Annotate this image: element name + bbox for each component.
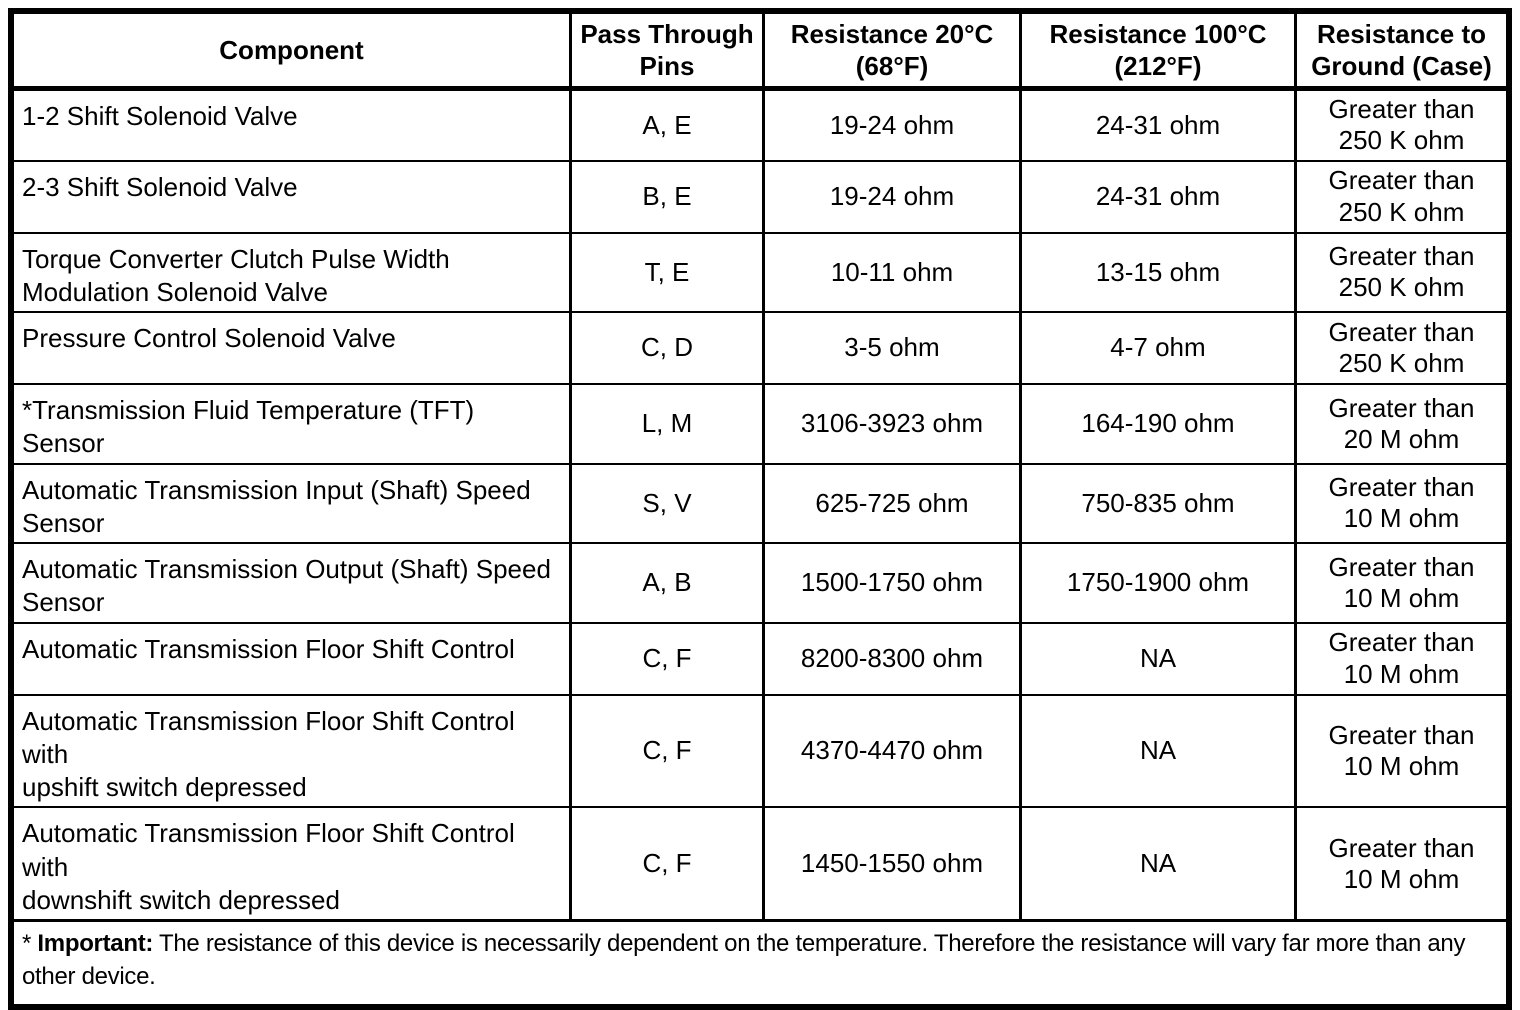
ground-cell: Greater than 250 K ohm: [1294, 87, 1511, 162]
component-resistance-table: Component Pass Through Pins Resistance 20°…: [8, 8, 1512, 1010]
component-cell: Automatic Transmission Floor Shift Contr…: [9, 693, 572, 809]
r20-cell: 19-24 ohm: [762, 87, 1022, 162]
r100-cell: 750-835 ohm: [1019, 462, 1297, 545]
ground-cell: Greater than 10 M ohm: [1294, 621, 1511, 696]
table-row: Automatic Transmission Floor Shift Contr…: [9, 806, 1511, 922]
column-header-component: Component: [9, 9, 572, 91]
pins-cell: S, V: [569, 462, 765, 545]
component-cell: Automatic Transmission Floor Shift Contr…: [9, 806, 572, 922]
pins-cell: A, B: [569, 542, 765, 624]
footnote-text: The resistance of this device is necessa…: [22, 930, 1466, 990]
r100-cell: NA: [1019, 806, 1297, 922]
ground-cell: Greater than 250 K ohm: [1294, 231, 1511, 314]
ground-cell: Greater than 20 M ohm: [1294, 383, 1511, 465]
r20-cell: 10-11 ohm: [762, 231, 1022, 314]
ground-cell: Greater than 250 K ohm: [1294, 311, 1511, 386]
column-header-r20: Resistance 20°C (68°F): [762, 9, 1022, 91]
pins-cell: C, D: [569, 311, 765, 386]
r20-cell: 625-725 ohm: [762, 462, 1022, 545]
table-row: Pressure Control Solenoid Valve C, D 3-5 o…: [9, 311, 1511, 386]
r100-cell: 4-7 ohm: [1019, 311, 1297, 386]
pins-cell: L, M: [569, 383, 765, 465]
pins-cell: C, F: [569, 693, 765, 809]
pins-cell: C, F: [569, 621, 765, 696]
table-row: Automatic Transmission Input (Shaft) Spe…: [9, 462, 1511, 545]
ground-cell: Greater than 10 M ohm: [1294, 806, 1511, 922]
r100-cell: 164-190 ohm: [1019, 383, 1297, 465]
r100-cell: 24-31 ohm: [1019, 87, 1297, 162]
header-row: Component Pass Through Pins Resistance 20°…: [9, 9, 1511, 91]
r100-cell: NA: [1019, 621, 1297, 696]
column-header-pins: Pass Through Pins: [569, 9, 765, 91]
table-row: Automatic Transmission Floor Shift Contr…: [9, 693, 1511, 809]
footnote-cell: * Important: The resistance of this devi…: [9, 919, 1511, 1009]
column-header-r100: Resistance 100°C (212°F): [1019, 9, 1297, 91]
component-cell: 1-2 Shift Solenoid Valve: [9, 87, 572, 162]
component-resistance-spec-page: Component Pass Through Pins Resistance 20°…: [8, 8, 1512, 1010]
r20-cell: 3-5 ohm: [762, 311, 1022, 386]
footnote-row: * Important: The resistance of this devi…: [9, 919, 1511, 1009]
component-cell: Pressure Control Solenoid Valve: [9, 311, 572, 386]
r20-cell: 3106-3923 ohm: [762, 383, 1022, 465]
r20-cell: 1450-1550 ohm: [762, 806, 1022, 922]
r100-cell: 13-15 ohm: [1019, 231, 1297, 314]
r20-cell: 1500-1750 ohm: [762, 542, 1022, 624]
component-cell: Automatic Transmission Output (Shaft) Sp…: [9, 542, 572, 624]
column-header-ground: Resistance to Ground (Case): [1294, 9, 1511, 91]
table-row: Torque Converter Clutch Pulse Width Modu…: [9, 231, 1511, 314]
footnote-marker: *: [22, 930, 32, 958]
table-footer: * Important: The resistance of this devi…: [9, 919, 1511, 1009]
table-row: *Transmission Fluid Temperature (TFT) Se…: [9, 383, 1511, 465]
ground-cell: Greater than 250 K ohm: [1294, 159, 1511, 234]
ground-cell: Greater than 10 M ohm: [1294, 542, 1511, 624]
pins-cell: C, F: [569, 806, 765, 922]
table-row: 1-2 Shift Solenoid Valve A, E 19-24 ohm 24-…: [9, 87, 1511, 162]
component-cell: Automatic Transmission Input (Shaft) Spe…: [9, 462, 572, 545]
component-cell: 2-3 Shift Solenoid Valve: [9, 159, 572, 234]
component-cell: Torque Converter Clutch Pulse Width Modu…: [9, 231, 572, 314]
ground-cell: Greater than 10 M ohm: [1294, 462, 1511, 545]
ground-cell: Greater than 10 M ohm: [1294, 693, 1511, 809]
r20-cell: 4370-4470 ohm: [762, 693, 1022, 809]
r20-cell: 8200-8300 ohm: [762, 621, 1022, 696]
pins-cell: T, E: [569, 231, 765, 314]
footnote-label: Important:: [37, 930, 154, 958]
component-cell: *Transmission Fluid Temperature (TFT) Se…: [9, 383, 572, 465]
r100-cell: 24-31 ohm: [1019, 159, 1297, 234]
pins-cell: B, E: [569, 159, 765, 234]
pins-cell: A, E: [569, 87, 765, 162]
r20-cell: 19-24 ohm: [762, 159, 1022, 234]
table-body: 1-2 Shift Solenoid Valve A, E 19-24 ohm 24-…: [9, 87, 1511, 922]
r100-cell: NA: [1019, 693, 1297, 809]
component-cell: Automatic Transmission Floor Shift Contr…: [9, 621, 572, 696]
r100-cell: 1750-1900 ohm: [1019, 542, 1297, 624]
table-header: Component Pass Through Pins Resistance 20°…: [9, 9, 1511, 91]
table-row: 2-3 Shift Solenoid Valve B, E 19-24 ohm 24-…: [9, 159, 1511, 234]
table-row: Automatic Transmission Floor Shift Contr…: [9, 621, 1511, 696]
table-row: Automatic Transmission Output (Shaft) Sp…: [9, 542, 1511, 624]
